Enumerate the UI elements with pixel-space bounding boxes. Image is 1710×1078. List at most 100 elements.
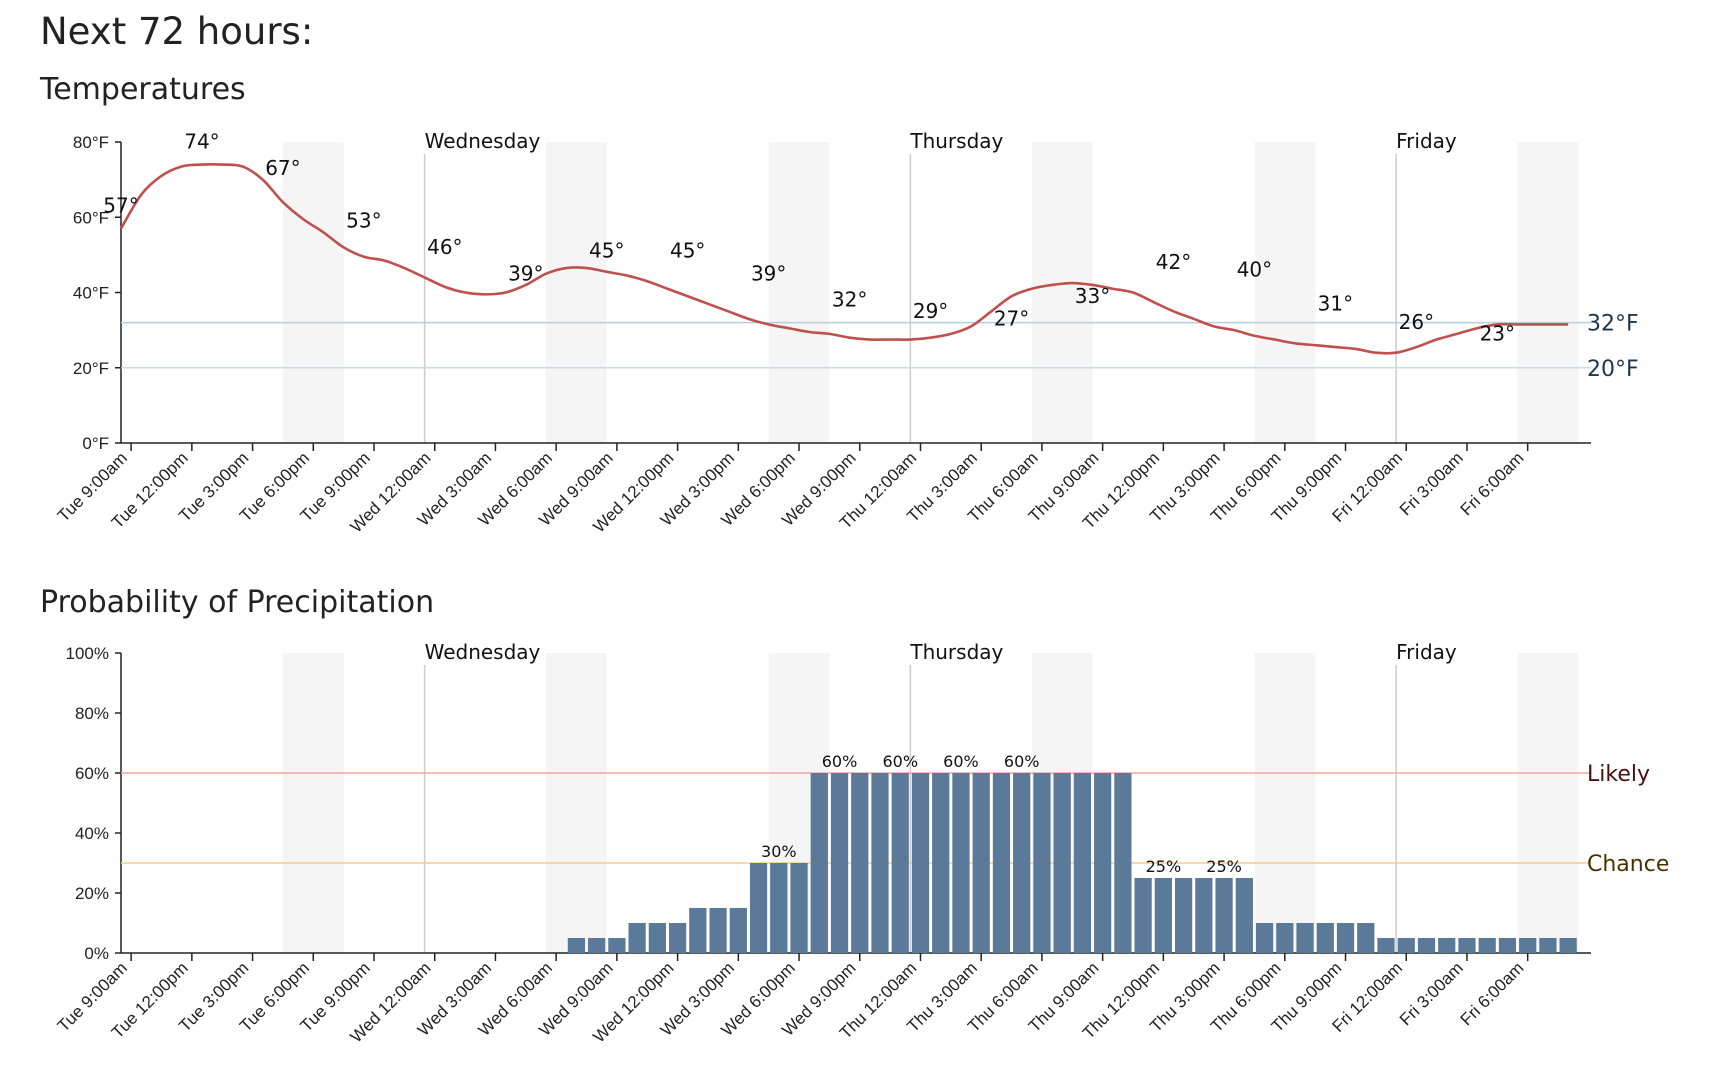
precip-bar xyxy=(588,938,606,953)
day-label-friday: Friday xyxy=(1396,640,1457,664)
y-tick-label: 80°F xyxy=(73,133,109,152)
temperature-label: 33° xyxy=(1075,284,1110,308)
night-band xyxy=(1254,142,1316,443)
reference-label-20: 20°F xyxy=(1587,357,1639,382)
day-label-thursday: Thursday xyxy=(909,640,1003,664)
precip-bar xyxy=(1235,878,1253,953)
temperature-label: 74° xyxy=(184,130,219,154)
temperature-label: 23° xyxy=(1480,321,1515,345)
precip-bar xyxy=(1073,773,1092,953)
night-band xyxy=(282,653,344,953)
y-tick-label: 40°F xyxy=(73,284,109,303)
day-label-wednesday: Wednesday xyxy=(425,640,541,664)
precip-bar xyxy=(1559,938,1577,953)
precip-bar xyxy=(932,773,950,953)
temperature-chart: Wednesday Thursday Friday 0°F 20°F 40°F 60°F 80… xyxy=(54,129,1639,536)
temperature-label: 42° xyxy=(1156,250,1191,274)
temperatures-title: Temperatures xyxy=(40,72,246,107)
precip-bar xyxy=(689,908,707,953)
precip-bar xyxy=(1519,938,1537,953)
precip-bar xyxy=(871,773,889,953)
precip-bar-label: 60% xyxy=(882,752,918,771)
precip-bar xyxy=(972,773,990,953)
precip-bar xyxy=(1215,878,1233,953)
precip-bar xyxy=(1316,923,1334,953)
y-tick-label: 0°F xyxy=(82,434,109,453)
x-tick-label: Fri 6:00am xyxy=(1457,958,1528,1029)
temperature-label: 40° xyxy=(1237,258,1272,282)
precip-bar-label: 60% xyxy=(822,752,858,771)
precip-bar xyxy=(1053,773,1071,953)
precip-bar xyxy=(1033,773,1051,953)
temperature-label: 67° xyxy=(265,156,300,180)
temperature-label: 45° xyxy=(670,239,705,263)
temperature-line xyxy=(119,163,1569,355)
y-tick-label: 40% xyxy=(75,824,109,843)
precip-bar xyxy=(729,908,747,953)
temperature-label: 46° xyxy=(427,235,462,259)
temperature-label: 53° xyxy=(346,209,381,233)
precip-bar-label: 25% xyxy=(1206,857,1242,876)
precip-bar xyxy=(1336,923,1355,953)
night-band xyxy=(282,142,344,443)
day-label-thursday: Thursday xyxy=(909,129,1003,153)
precip-bar xyxy=(1154,878,1172,953)
precip-bar xyxy=(1195,878,1213,953)
reference-label-likely: Likely xyxy=(1587,762,1650,787)
night-band xyxy=(768,142,830,443)
y-tick-label: 60% xyxy=(75,764,109,783)
precip-bar xyxy=(1114,773,1132,953)
temperature-label: 31° xyxy=(1318,291,1353,315)
precip-bar xyxy=(790,863,808,953)
precip-bar xyxy=(911,773,930,953)
precip-bar xyxy=(1357,923,1375,953)
night-band xyxy=(1254,653,1316,953)
night-band xyxy=(546,142,607,443)
reference-label-32: 32°F xyxy=(1587,312,1639,337)
night-band xyxy=(1517,142,1579,443)
precip-bar xyxy=(1539,938,1557,953)
precip-bar xyxy=(1458,938,1476,953)
precip-bar xyxy=(1417,938,1436,953)
precip-bar xyxy=(1174,878,1193,953)
precip-bar xyxy=(1255,923,1274,953)
page-heading: Next 72 hours: xyxy=(40,10,314,53)
precip-bar-label: 25% xyxy=(1146,857,1182,876)
precip-bar xyxy=(1296,923,1314,953)
precip-bar xyxy=(1397,938,1415,953)
precip-bar xyxy=(1134,878,1152,953)
precip-bar xyxy=(1013,773,1031,953)
precip-bar xyxy=(749,863,768,953)
precipitation-title: Probability of Precipitation xyxy=(40,585,435,620)
precip-bar xyxy=(608,938,626,953)
temperature-label: 39° xyxy=(751,261,786,285)
y-tick-label: 0% xyxy=(84,944,109,963)
precip-bar xyxy=(851,773,869,953)
precip-bar-label: 60% xyxy=(943,752,979,771)
precip-bar xyxy=(830,773,849,953)
precip-bar xyxy=(668,923,687,953)
temperature-label: 32° xyxy=(832,288,867,312)
reference-label-chance: Chance xyxy=(1587,852,1669,877)
night-band xyxy=(1517,653,1579,953)
precip-bar xyxy=(628,923,646,953)
day-label-wednesday: Wednesday xyxy=(425,129,541,153)
precip-bar xyxy=(810,773,828,953)
temperature-label: 39° xyxy=(508,261,543,285)
y-tick-label: 80% xyxy=(75,704,109,723)
precip-bar xyxy=(891,773,909,953)
precip-bar xyxy=(952,773,970,953)
temperature-label: 45° xyxy=(589,239,624,263)
precip-bar xyxy=(1094,773,1112,953)
precip-bar xyxy=(1377,938,1395,953)
temperature-label: 27° xyxy=(994,306,1029,330)
y-tick-label: 20% xyxy=(75,884,109,903)
precip-bar xyxy=(1478,938,1496,953)
precip-bar xyxy=(1498,938,1517,953)
precip-bar xyxy=(567,938,586,953)
temperature-label: 57° xyxy=(103,194,138,218)
night-band xyxy=(1031,142,1093,443)
day-label-friday: Friday xyxy=(1396,129,1457,153)
night-band xyxy=(546,653,607,953)
